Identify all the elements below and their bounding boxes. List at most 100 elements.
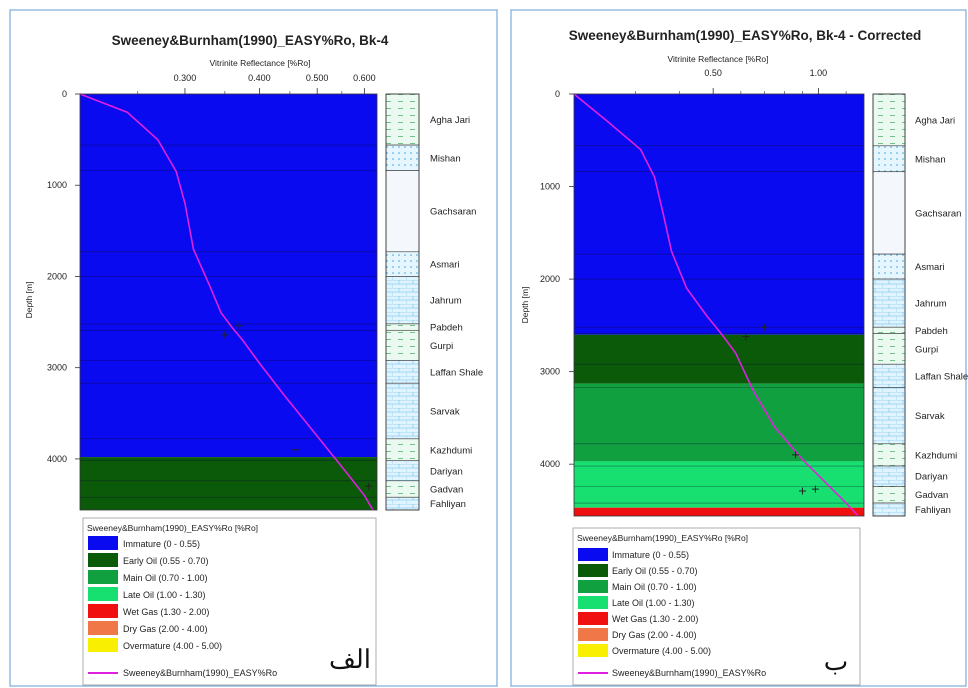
y-tick-label: 4000 xyxy=(540,459,560,469)
legend-box-left: Sweeney&Burnham(1990)_EASY%Ro [%Ro] Imma… xyxy=(82,517,377,686)
lithology-cell-gadvan xyxy=(385,480,420,498)
formation-label-fahliyan: Fahliyan xyxy=(915,505,951,516)
y-tick-label: 3000 xyxy=(540,367,560,377)
y-axis-label-right: Depth [m] xyxy=(520,287,530,324)
lithology-cell-kazhdumi xyxy=(385,438,420,462)
legend-box-right: Sweeney&Burnham(1990)_EASY%Ro [%Ro] Imma… xyxy=(572,527,861,686)
lithology-column-right: Agha Jari Mishan Gachsaran Asmari Jahrum Pabd… xyxy=(872,93,968,517)
measured-ro-point xyxy=(235,322,243,330)
x-axis-label-right: Vitrinite Reflectance [%Ro] xyxy=(668,54,769,64)
formation-label-mishan: Mishan xyxy=(430,153,461,164)
lithology-cell-laffan-shale xyxy=(872,363,906,388)
svg-text:Overmature (4.00 - 5.00): Overmature (4.00 - 5.00) xyxy=(612,646,711,656)
formation-label-agha-jari: Agha Jari xyxy=(915,115,955,126)
lithology-cell-agha-jari xyxy=(385,93,420,146)
measured-ro-point xyxy=(365,482,373,490)
plot-area-left: 0.300 0.400 0.500 0.600 0 1000 2000 3000 4000 xyxy=(47,73,378,511)
maturity-zone-early-oil xyxy=(80,457,377,510)
measured-ro-point xyxy=(221,331,229,339)
measured-ro-point xyxy=(742,332,750,340)
svg-text:Late Oil (1.00 - 1.30): Late Oil (1.00 - 1.30) xyxy=(123,590,206,600)
chart-title-right: Sweeney&Burnham(1990)_EASY%Ro, Bk-4 - Co… xyxy=(569,28,922,43)
x-tick-label: 0.500 xyxy=(306,73,329,83)
x-tick-label: 0.400 xyxy=(248,73,271,83)
lithology-cell-asmari xyxy=(872,253,906,280)
legend-item-wet-gas: Wet Gas (1.30 - 2.00) xyxy=(88,604,209,618)
x-tick-label: 0.300 xyxy=(174,73,197,83)
lithology-cell-gachsaran xyxy=(385,170,420,253)
formation-label-jahrum: Jahrum xyxy=(915,299,947,310)
y-tick-label: 2000 xyxy=(47,271,67,281)
formation-label-agha-jari: Agha Jari xyxy=(430,115,470,126)
formation-label-laffan-shale: Laffan Shale xyxy=(430,367,483,378)
formation-label-gadvan: Gadvan xyxy=(430,485,463,496)
legend-item-overmature: Overmature (4.00 - 5.00) xyxy=(578,644,711,657)
formation-label-mishan: Mishan xyxy=(915,154,946,165)
legend-title-right: Sweeney&Burnham(1990)_EASY%Ro [%Ro] xyxy=(577,533,748,543)
maturity-zone-immature xyxy=(80,94,377,458)
lithology-cell-dariyan xyxy=(385,460,420,482)
lithology-cell-kazhdumi xyxy=(872,443,906,467)
plot-area-right: 0.50 1.00 0 1000 2000 3000 4000 xyxy=(540,68,865,517)
formation-label-gadvan: Gadvan xyxy=(915,490,948,501)
svg-text:Early Oil (0.55 - 0.70): Early Oil (0.55 - 0.70) xyxy=(123,556,209,566)
lithology-column-left: Agha Jari Mishan Gachsaran Asmari Jahrum Pabd… xyxy=(385,93,483,511)
legend-item-main-oil: Main Oil (0.70 - 1.00) xyxy=(578,580,697,593)
formation-label-asmari: Asmari xyxy=(915,262,945,273)
maturity-zone-main-oil xyxy=(574,383,864,462)
measured-ro-point xyxy=(760,323,768,331)
lithology-cell-sarvak xyxy=(385,382,420,440)
formation-label-sarvak: Sarvak xyxy=(915,411,945,422)
lithology-cell-asmari xyxy=(385,251,420,277)
legend-item-wet-gas: Wet Gas (1.30 - 2.00) xyxy=(578,612,698,625)
lithology-cell-dariyan xyxy=(872,465,906,487)
y-axis-label-left: Depth [m] xyxy=(24,282,34,319)
formation-label-gachsaran: Gachsaran xyxy=(915,208,961,219)
legend-item-immature: Immature (0 - 0.55) xyxy=(88,536,200,550)
formation-label-gurpi: Gurpi xyxy=(915,344,938,355)
y-tick-label: 0 xyxy=(555,89,560,99)
x-axis-label-left: Vitrinite Reflectance [%Ro] xyxy=(210,58,311,68)
formation-label-jahrum: Jahrum xyxy=(430,296,462,307)
lithology-cell-gurpi xyxy=(385,329,420,361)
formation-label-asmari: Asmari xyxy=(430,260,460,271)
formation-label-sarvak: Sarvak xyxy=(430,407,460,418)
lithology-cell-gadvan xyxy=(872,486,906,504)
lithology-cell-mishan xyxy=(872,145,906,173)
formation-label-pabdeh: Pabdeh xyxy=(915,326,948,337)
lithology-cell-fahliyan xyxy=(872,502,906,517)
lithology-cell-pabdeh xyxy=(872,326,906,334)
y-tick-label: 4000 xyxy=(47,454,67,464)
svg-text:Main Oil (0.70 - 1.00): Main Oil (0.70 - 1.00) xyxy=(612,582,697,592)
maturity-zone-late-oil xyxy=(574,461,864,508)
lithology-cell-mishan xyxy=(385,144,420,171)
svg-text:Wet Gas (1.30 - 2.00): Wet Gas (1.30 - 2.00) xyxy=(123,607,209,617)
legend-item-late-oil: Late Oil (1.00 - 1.30) xyxy=(88,587,206,601)
formation-label-gurpi: Gurpi xyxy=(430,341,453,352)
y-tick-label: 1000 xyxy=(47,180,67,190)
maturity-zone-early-oil xyxy=(574,334,864,384)
formation-label-kazhdumi: Kazhdumi xyxy=(430,445,472,456)
svg-text:Main Oil (0.70 - 1.00): Main Oil (0.70 - 1.00) xyxy=(123,573,208,583)
formation-label-kazhdumi: Kazhdumi xyxy=(915,450,957,461)
lithology-cell-sarvak xyxy=(872,387,906,445)
legend-item-early-oil: Early Oil (0.55 - 0.70) xyxy=(578,564,698,577)
panel-label-right: ب xyxy=(824,646,848,676)
legend-title-left: Sweeney&Burnham(1990)_EASY%Ro [%Ro] xyxy=(87,523,258,533)
formation-label-fahliyan: Fahliyan xyxy=(430,499,466,510)
x-tick-label: 0.600 xyxy=(353,73,376,83)
x-tick-label: 1.00 xyxy=(810,68,828,78)
svg-text:Overmature (4.00 - 5.00): Overmature (4.00 - 5.00) xyxy=(123,641,222,651)
measured-ro-point xyxy=(811,485,819,493)
panel-left: Sweeney&Burnham(1990)_EASY%Ro, Bk-4 Vitr… xyxy=(24,33,483,686)
legend-item-overmature: Overmature (4.00 - 5.00) xyxy=(88,638,222,652)
legend-item-dry-gas: Dry Gas (2.00 - 4.00) xyxy=(578,628,697,641)
legend-item-dry-gas: Dry Gas (2.00 - 4.00) xyxy=(88,621,208,635)
measured-ro-point xyxy=(792,451,800,459)
legend-item-late-oil: Late Oil (1.00 - 1.30) xyxy=(578,596,695,609)
lithology-cell-gachsaran xyxy=(872,171,906,255)
svg-text:Dry Gas (2.00 - 4.00): Dry Gas (2.00 - 4.00) xyxy=(612,630,697,640)
measured-ro-point xyxy=(798,487,806,495)
lithology-cell-gurpi xyxy=(872,333,906,365)
